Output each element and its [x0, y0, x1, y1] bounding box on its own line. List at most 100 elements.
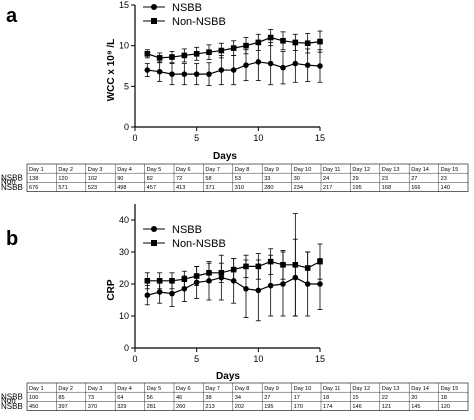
data-point-circle	[255, 59, 262, 65]
data-point-circle	[317, 281, 323, 287]
table-cell: 202	[235, 404, 244, 410]
table-cell: 234	[294, 185, 303, 191]
table-cell: 370	[88, 404, 97, 410]
table-cell: 146	[352, 404, 361, 410]
data-point-circle	[304, 62, 311, 68]
data-point-circle	[280, 64, 286, 71]
y-axis-title-a: WCC x 10⁹ /L	[106, 39, 117, 102]
data-point-circle	[169, 290, 175, 297]
plot-area-b: 0 10 20 30 40 0 5 10 15	[119, 204, 325, 364]
data-point-square	[280, 37, 286, 44]
table-header-cell: Day 8	[235, 386, 250, 392]
y-tick-label: 15	[119, 0, 129, 10]
data-point-square	[144, 51, 151, 57]
data-point-square	[230, 266, 237, 273]
table-cell: 413	[176, 185, 185, 191]
data-point-square	[156, 278, 163, 284]
x-tick-label: 0	[132, 354, 137, 364]
data-point-circle	[292, 60, 299, 67]
table-cell: 82	[147, 176, 153, 182]
table-row-label: Non	[1, 396, 16, 405]
x-tick-label: 5	[194, 354, 199, 364]
table-cell: 18	[323, 395, 329, 401]
data-point-square	[156, 55, 163, 61]
data-point-circle	[218, 67, 225, 73]
table-cell: 260	[176, 404, 185, 410]
data-point-square	[267, 258, 274, 265]
table-header-cell: Day 3	[88, 386, 103, 392]
series-non-nsbb	[144, 28, 323, 64]
data-point-circle	[255, 287, 262, 294]
data-point-circle	[144, 292, 151, 299]
table-cell: 329	[117, 404, 126, 410]
legend-marker-nsbb-b	[151, 226, 157, 232]
data-point-square	[218, 270, 225, 276]
legend-marker-nsbb-a	[151, 4, 157, 10]
x-tick-label: 5	[194, 133, 199, 143]
table-cell: 73	[88, 395, 94, 401]
table-cell: 281	[147, 404, 156, 410]
y-tick-label: 10	[119, 41, 129, 51]
data-point-square	[243, 42, 249, 49]
data-point-circle	[243, 62, 249, 68]
table-cell: 33	[264, 176, 270, 182]
table-header-cell: Day 11	[323, 386, 340, 392]
table-cell: 140	[441, 185, 450, 191]
table-header-cell: Day 5	[147, 386, 162, 392]
table-header-cell: Day 9	[264, 386, 279, 392]
data-point-square	[206, 49, 212, 55]
data-point-square	[169, 54, 175, 60]
x-axis-title-a: Days	[213, 151, 237, 162]
legend-marker-non-nsbb-b	[151, 240, 157, 246]
table-cell: 53	[235, 176, 241, 182]
y-tick-label: 0	[124, 122, 129, 132]
table-header-cell: Day 13	[382, 167, 400, 173]
table-header-cell: Day 6	[176, 386, 191, 392]
table-cell: 38	[205, 395, 211, 401]
table-row-label: NSBB	[1, 183, 23, 192]
x-tick-label: 0	[132, 133, 137, 143]
table-header-cell: Day 2	[58, 386, 73, 392]
x-axis-title-b: Days	[216, 371, 240, 382]
x-tick-label: 10	[253, 133, 263, 143]
n-table-b: Day 1 Day 2 Day 3 Day 4 Day 5 Day 6 Day 7 Day 8…	[1, 382, 469, 411]
data-point-square	[292, 262, 299, 268]
table-cell: 58	[205, 176, 211, 182]
table-cell: 120	[58, 176, 67, 182]
x-tick-label: 15	[315, 354, 325, 364]
table-cell: 450	[29, 404, 38, 410]
table-cell: 17	[294, 395, 300, 401]
data-point-square	[181, 52, 188, 59]
table-cell: 100	[29, 395, 38, 401]
table-cell: 46	[176, 395, 182, 401]
table-header-cell: Day 5	[147, 167, 162, 173]
table-border	[26, 163, 469, 192]
table-header-cell: Day 11	[323, 167, 340, 173]
table-header-cell: Day 1	[29, 167, 44, 173]
data-point-circle	[193, 71, 200, 77]
data-point-circle	[181, 71, 188, 77]
table-header-cell: Day 4	[117, 167, 132, 173]
table-cell: 174	[323, 404, 332, 410]
y-tick-label: 0	[124, 343, 129, 353]
data-point-square	[292, 39, 299, 46]
y-axis-title-b: CRP	[106, 279, 117, 300]
table-cell: 397	[58, 404, 67, 410]
data-point-circle	[144, 67, 151, 73]
table-row-label: NSBB	[1, 402, 23, 411]
table-cell: 56	[147, 395, 153, 401]
panel-a: a WCC x 10⁹ /L Days NSBB Non-NSBB 0 5 10 15…	[1, 0, 469, 192]
table-cell: 166	[411, 185, 420, 191]
data-point-circle	[156, 68, 163, 75]
y-tick-label: 30	[119, 247, 129, 257]
table-row-label: NSBB	[1, 173, 23, 182]
legend-label-nsbb-b: NSBB	[172, 224, 202, 236]
table-cell: 102	[88, 176, 97, 182]
table-cell: 27	[264, 395, 270, 401]
table-cell: 145	[411, 404, 420, 410]
data-point-square	[304, 265, 311, 271]
table-cell: 30	[294, 176, 300, 182]
table-cell: 195	[352, 185, 361, 191]
data-point-circle	[169, 71, 175, 77]
